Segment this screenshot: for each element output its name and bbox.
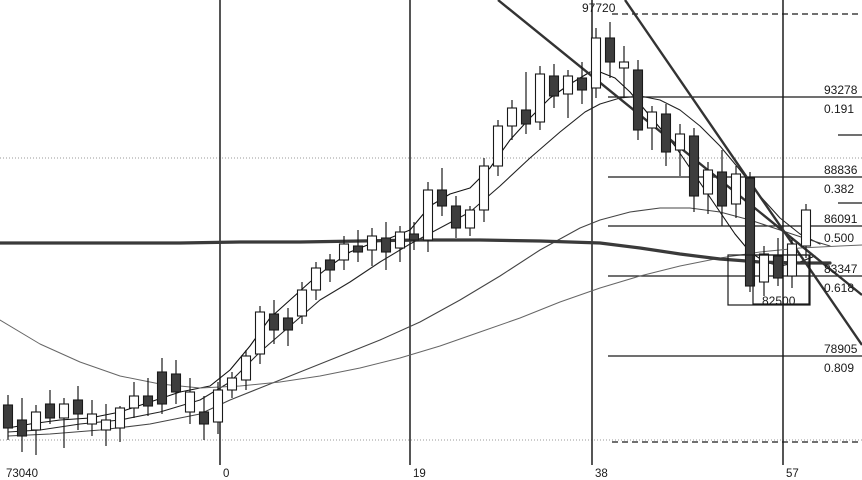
candle-body-up [226, 377, 238, 391]
fib-ratio-label-0.382: 0.382 [824, 182, 854, 196]
drawn-rectangle-1[interactable] [752, 254, 810, 305]
fib-price-label-0.618: 83347 [824, 262, 858, 276]
candle-body-down [688, 135, 700, 197]
candle-body-down [72, 399, 84, 415]
candle-body-up [128, 395, 140, 409]
fib-price-label-0.382: 88836 [824, 163, 858, 177]
candle-body-up [464, 209, 476, 229]
fib-ratio-label-0.809: 0.809 [824, 361, 854, 375]
candle-body-down [170, 373, 182, 393]
ma-slow [7, 207, 831, 437]
candle-body-down [198, 411, 210, 425]
candle-body-down [282, 317, 294, 331]
candle-body-up [674, 133, 686, 151]
candle-body-down [576, 77, 588, 91]
candle-body-up [394, 231, 406, 249]
candle-body-down [352, 245, 364, 253]
candle-body-up [58, 403, 70, 419]
candle-body-up [506, 107, 518, 127]
candle-body-up [646, 111, 658, 129]
candle-body-up [492, 125, 504, 167]
candle-body-down [772, 255, 784, 279]
candle-body-up [478, 165, 490, 211]
candle-body-down [142, 395, 154, 407]
chart-text-labels: 93278 0.191 88836 0.382 86091 0.500 83347 0.618… [6, 1, 858, 480]
price-axis-bottom-label: 73040 [6, 468, 38, 480]
candle-body-up [114, 407, 126, 429]
candle-body-down [408, 233, 420, 241]
fib-ratio-label-0.618: 0.618 [824, 281, 854, 295]
candle-body-down [604, 37, 616, 63]
candle-body-up [562, 75, 574, 95]
candle-body-up [730, 173, 742, 205]
candle-body-down [324, 259, 336, 271]
candle-body-down [716, 171, 728, 207]
candle-body-down [2, 404, 14, 429]
candle-body-up [212, 389, 224, 423]
candle-body-down [660, 113, 672, 153]
candle-body-up [758, 253, 770, 283]
x-axis-tick-label: 19 [413, 468, 426, 480]
candle-body-up [702, 169, 714, 195]
x-axis-tick-label: 57 [786, 468, 799, 480]
x-axis-tick-label: 0 [223, 468, 229, 480]
candle-body-down [44, 403, 56, 419]
candle-body-up [338, 243, 350, 261]
candle-body-up [296, 289, 308, 317]
downtrend-lower[interactable] [624, 0, 862, 346]
drawn-rectangles[interactable] [727, 254, 811, 306]
candle-body-up [422, 189, 434, 241]
fib-price-label-0.500: 86091 [824, 212, 858, 226]
ma-slowest [0, 244, 862, 389]
candle-body-down [380, 237, 392, 253]
candle-body-up [786, 243, 798, 277]
fib-price-label-0.809: 78905 [824, 342, 858, 356]
candle-body-up [30, 411, 42, 431]
candle-body-up [366, 235, 378, 251]
candle-body-down [744, 177, 756, 287]
candle-body-up [240, 355, 252, 381]
candle-body-up [310, 267, 322, 291]
candle-body-down [268, 313, 280, 331]
candle-body-up [86, 413, 98, 425]
candlestick-series [2, 22, 812, 455]
candle-body-up [254, 311, 266, 355]
candle-body-down [548, 75, 560, 97]
candle-body-down [450, 205, 462, 229]
candle-body-up [100, 419, 112, 431]
fib-price-label-0.191: 93278 [824, 83, 858, 97]
fib-ratio-label-0.191: 0.191 [824, 102, 854, 116]
x-axis-tick-label: 38 [595, 468, 608, 480]
candle-body-up [800, 209, 812, 247]
candle-body-down [436, 189, 448, 207]
candle-body-down [16, 419, 28, 437]
swing-low-label: 82500 [762, 294, 796, 308]
ma-long [0, 238, 832, 265]
candle-body-up [590, 37, 602, 89]
candle-body-down [632, 69, 644, 131]
candle-body-down [156, 371, 168, 405]
fibonacci-retracement-lines[interactable] [608, 13, 862, 443]
fib-ratio-label-0.500: 0.500 [824, 231, 854, 245]
ma-mid [7, 95, 821, 433]
candle-body-up [534, 73, 546, 123]
swing-high-label: 97720 [582, 1, 616, 15]
candle-body-down [520, 109, 532, 125]
candle-body-up [184, 391, 196, 413]
candle-body-up [618, 61, 630, 69]
